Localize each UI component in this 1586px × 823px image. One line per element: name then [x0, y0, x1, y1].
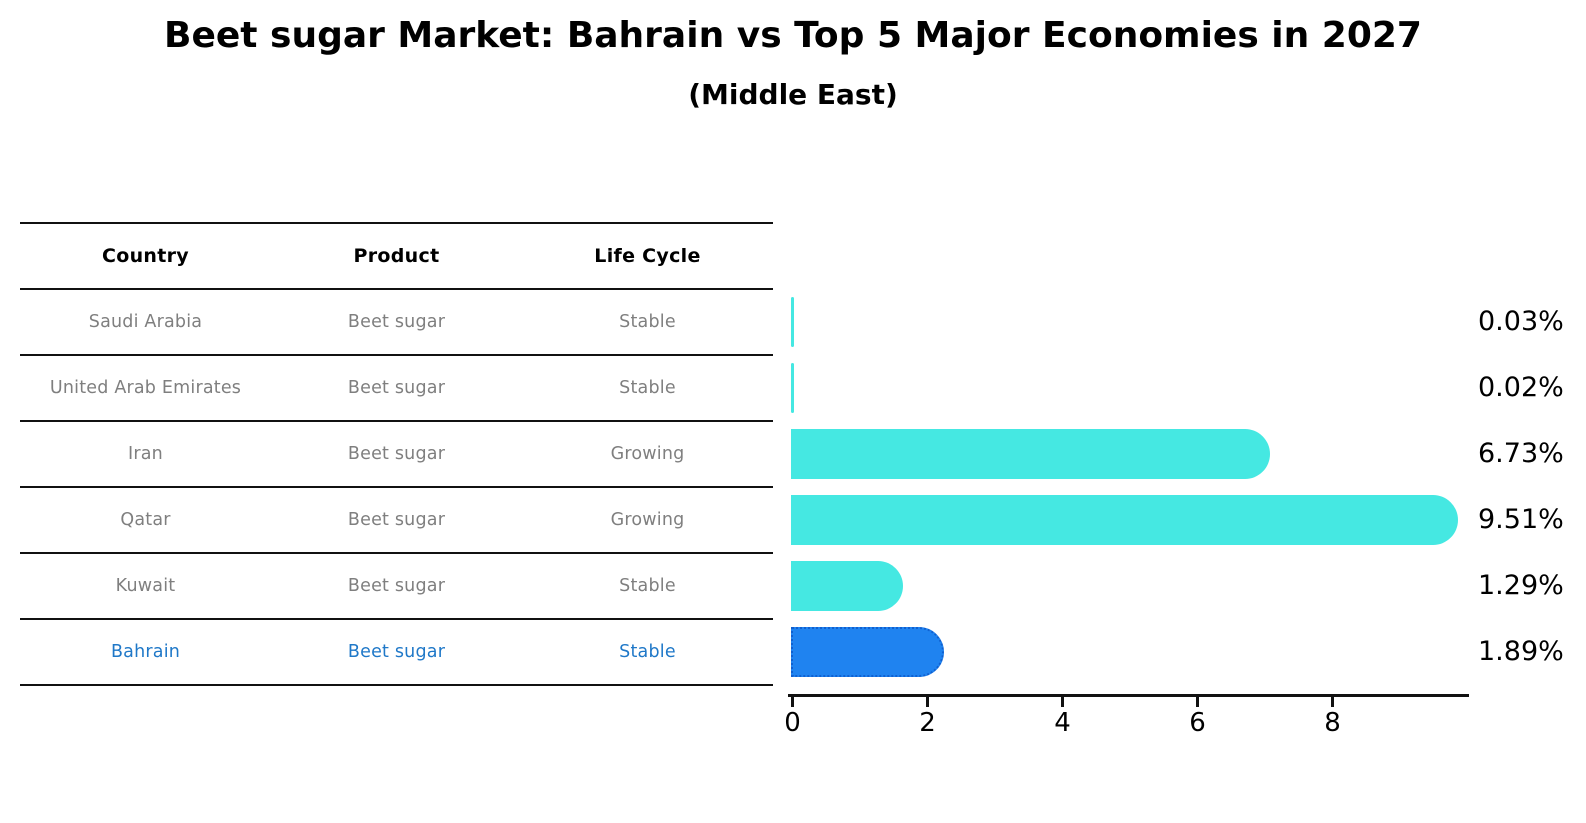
table-row-qatar: Qatar Beet sugar Growing: [20, 488, 773, 554]
x-axis-tick-label-0: 0: [784, 708, 801, 738]
x-axis-tick-6: [1196, 697, 1199, 707]
table-row-united-arab-emirates: United Arab Emirates Beet sugar Stable: [20, 356, 773, 422]
table-row-saudi-arabia: Saudi Arabia Beet sugar Stable: [20, 290, 773, 356]
x-axis-tick-2: [926, 697, 929, 707]
table-cell-country: Kuwait: [115, 576, 176, 596]
table-cell-country: United Arab Emirates: [49, 378, 242, 398]
table-cell-country: Saudi Arabia: [88, 312, 203, 332]
table-cell-life-cycle: Growing: [610, 510, 685, 530]
table-row-kuwait: Kuwait Beet sugar Stable: [20, 554, 773, 620]
table-cell-life-cycle: Stable: [619, 642, 676, 662]
table-header-product: Product: [353, 245, 440, 267]
chart-subtitle: (Middle East): [688, 78, 898, 111]
table-cell-product: Beet sugar: [347, 642, 446, 662]
value-label-iran: 6.73%: [1478, 438, 1564, 469]
table-header-life-cycle: Life Cycle: [594, 245, 701, 267]
table-cell-product: Beet sugar: [347, 312, 446, 332]
table-row-bahrain: Bahrain Beet sugar Stable: [20, 620, 773, 686]
x-axis-tick-0: [791, 697, 794, 707]
bar-kuwait: [791, 561, 904, 611]
table-cell-country: Bahrain: [110, 642, 181, 662]
bar-bahrain: [791, 627, 944, 677]
table-header-country: Country: [102, 245, 189, 267]
x-axis-tick-label-6: 6: [1189, 708, 1206, 738]
table-cell-life-cycle: Stable: [619, 378, 676, 398]
table-row-iran: Iran Beet sugar Growing: [20, 422, 773, 488]
table-cell-life-cycle: Stable: [619, 312, 676, 332]
country-table: Country Product Life Cycle Saudi Arabia B…: [20, 222, 773, 686]
table-cell-life-cycle: Stable: [619, 576, 676, 596]
x-axis-tick-8: [1331, 697, 1334, 707]
bar-saudi-arabia: [791, 297, 794, 347]
bar-iran: [791, 429, 1271, 479]
table-cell-country: Qatar: [120, 510, 171, 530]
x-axis-tick-label-2: 2: [919, 708, 936, 738]
value-label-united-arab-emirates: 0.02%: [1478, 372, 1564, 403]
value-label-bahrain: 1.89%: [1478, 636, 1564, 667]
x-axis-line: [788, 694, 1469, 697]
table-header-row: Country Product Life Cycle: [20, 224, 773, 290]
bar-united-arab-emirates: [791, 363, 794, 413]
value-label-kuwait: 1.29%: [1478, 570, 1564, 601]
chart-title: Beet sugar Market: Bahrain vs Top 5 Majo…: [164, 15, 1422, 56]
bar-qatar: [791, 495, 1458, 545]
value-label-qatar: 9.51%: [1478, 504, 1564, 535]
value-label-saudi-arabia: 0.03%: [1478, 306, 1564, 337]
table-cell-life-cycle: Growing: [610, 444, 685, 464]
table-cell-product: Beet sugar: [347, 510, 446, 530]
x-axis-tick-4: [1061, 697, 1064, 707]
table-cell-country: Iran: [128, 444, 163, 464]
table-cell-product: Beet sugar: [347, 576, 446, 596]
table-cell-product: Beet sugar: [347, 444, 446, 464]
table-cell-product: Beet sugar: [347, 378, 446, 398]
x-axis-tick-label-4: 4: [1054, 708, 1071, 738]
x-axis-tick-label-8: 8: [1324, 708, 1341, 738]
